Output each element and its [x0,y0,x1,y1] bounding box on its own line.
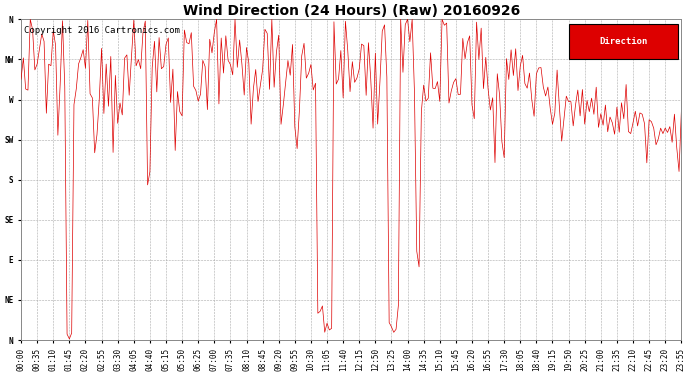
Text: Copyright 2016 Cartronics.com: Copyright 2016 Cartronics.com [24,26,180,35]
Title: Wind Direction (24 Hours) (Raw) 20160926: Wind Direction (24 Hours) (Raw) 20160926 [183,4,520,18]
Text: Direction: Direction [600,37,648,46]
FancyBboxPatch shape [569,24,678,59]
